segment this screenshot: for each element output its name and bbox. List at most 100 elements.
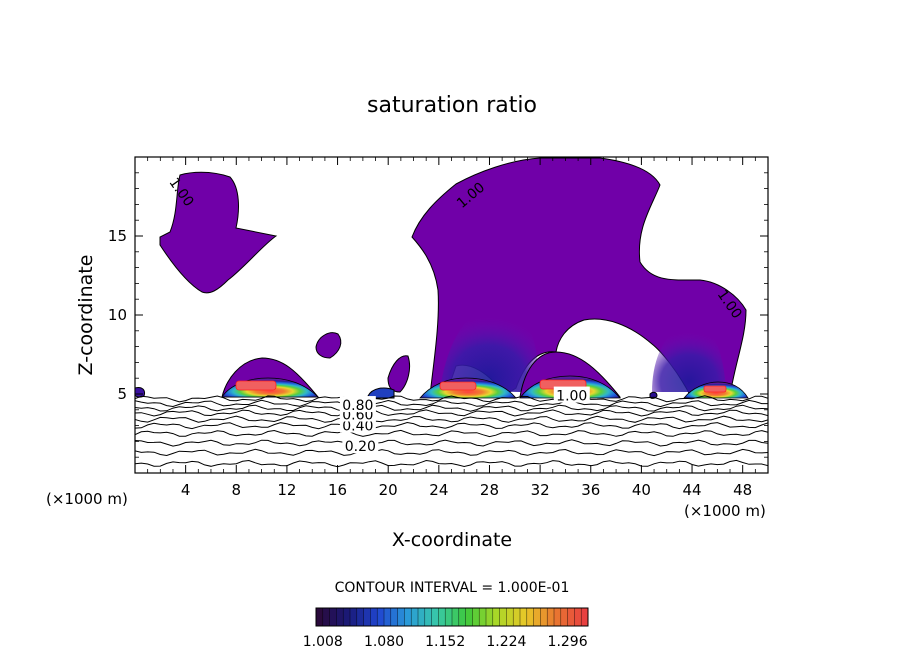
colorbar-swatch: [438, 608, 446, 626]
colorbar-swatch: [513, 608, 521, 626]
colorbar-swatch: [472, 608, 480, 626]
colorbar-swatch: [363, 608, 371, 626]
x-tick-label: 24: [429, 481, 448, 499]
convective-cells: [221, 351, 749, 399]
colorbar-swatch: [418, 608, 426, 626]
colorbar-swatch: [316, 608, 324, 626]
x-tick-label: 8: [232, 481, 242, 499]
contour-label: 0.20: [345, 439, 376, 455]
contour-line: [135, 404, 768, 412]
x-tick-label: 44: [682, 481, 701, 499]
x-unit-right: (×1000 m): [684, 502, 766, 520]
cell-core: [703, 385, 727, 393]
colorbar-swatch: [336, 608, 344, 626]
colorbar-swatch: [384, 608, 392, 626]
x-unit-left: (×1000 m): [46, 490, 128, 508]
colorbar-swatch: [343, 608, 351, 626]
colorbar-swatch: [411, 608, 419, 626]
colorbar-swatch: [520, 608, 528, 626]
colorbar-swatch: [397, 608, 405, 626]
contour-line: [135, 395, 768, 403]
cell-core: [235, 380, 277, 391]
contour-label-bg: [339, 396, 376, 413]
colorbar-swatch: [540, 608, 548, 626]
colorbar-swatch: [390, 608, 399, 626]
colorbar-swatch: [506, 608, 514, 626]
contour-line: [135, 448, 768, 457]
colorbar-swatch: [560, 608, 569, 626]
x-axis-ticks: 4 8 12 16 20 24 28 32 36 40 44 48: [147, 157, 756, 499]
contour-line: [135, 421, 768, 430]
x-axis-label: X-coordinate: [392, 529, 512, 551]
colorbar-swatch: [458, 608, 467, 626]
y-axis-label: Z-coordinate: [75, 255, 97, 376]
colorbar-swatch: [350, 608, 358, 626]
contour-line: [135, 439, 768, 447]
x-tick-label: 16: [328, 481, 347, 499]
colorbar-tick-label: 1.224: [486, 634, 526, 650]
colorbar-swatch: [526, 608, 535, 626]
colorbar-tick-label: 1.152: [425, 634, 465, 650]
x-tick-label: 48: [733, 481, 752, 499]
contour-line: [135, 459, 768, 468]
y-tick-label: 15: [108, 227, 127, 245]
colorbar-tick-label: 1.296: [548, 634, 588, 650]
cloud-small-a: [315, 332, 342, 359]
colorbar-swatch: [431, 608, 439, 626]
cell-core: [439, 381, 477, 391]
colorbar-swatch: [329, 608, 337, 626]
colorbar-swatch: [370, 608, 378, 626]
contour-label-bg: [342, 437, 379, 454]
cloud-tiny-left: [135, 387, 145, 398]
contour-interval-caption: CONTOUR INTERVAL = 1.000E-01: [335, 580, 570, 596]
cloud-inner-haze: [440, 304, 537, 392]
colorbar-tick-label: 1.080: [364, 634, 404, 650]
contour-line: [135, 429, 768, 438]
x-tick-label: 4: [181, 481, 191, 499]
cloud-inner-haze: [652, 322, 726, 392]
colorbar-swatch: [424, 608, 433, 626]
colorbar-swatch: [499, 608, 507, 626]
contour-label: 0.80: [342, 398, 373, 414]
colorbar-tick-labels: 1.008 1.080 1.152 1.224 1.296: [303, 634, 588, 650]
plot-area: 0.200.400.600.801.00 1.001.001.00: [135, 157, 768, 468]
y-axis-ticks: 5 10 15: [108, 172, 768, 458]
colorbar: [315, 607, 589, 627]
chart-title: saturation ratio: [367, 93, 537, 118]
colorbar-swatch: [452, 608, 460, 626]
colorbar-swatch: [533, 608, 541, 626]
colorbar-swatch: [479, 608, 487, 626]
y-tick-label: 5: [117, 385, 127, 403]
colorbar-swatch: [492, 608, 501, 626]
colorbar-swatch: [322, 608, 331, 626]
contour-line: [135, 415, 768, 423]
colorbar-swatch: [547, 608, 555, 626]
colorbar-swatch: [486, 608, 494, 626]
contour-labels: 0.200.400.600.801.00 1.001.001.00: [166, 175, 745, 455]
colorbar-swatch: [574, 608, 582, 626]
x-tick-label: 40: [632, 481, 651, 499]
colorbar-swatch: [581, 608, 589, 626]
contour-label-bg: [553, 386, 590, 403]
colorbar-swatch: [377, 608, 385, 626]
colorbar-swatch: [567, 608, 575, 626]
contour-label: 1.00: [556, 389, 587, 405]
colorbar-frame: [315, 607, 589, 627]
y-tick-label: 10: [108, 306, 127, 324]
contour-line: [135, 409, 768, 417]
x-tick-label: 20: [379, 481, 398, 499]
contour-line: [135, 399, 768, 408]
contour-label: 0.40: [342, 419, 373, 435]
x-tick-label: 12: [277, 481, 296, 499]
x-tick-label: 32: [531, 481, 550, 499]
colorbar-swatch: [404, 608, 412, 626]
cloud-regions: [135, 157, 747, 399]
colorbar-swatch: [356, 608, 365, 626]
colorbar-tick-label: 1.008: [303, 634, 343, 650]
x-tick-label: 28: [480, 481, 499, 499]
colorbar-swatch: [445, 608, 453, 626]
x-tick-label: 36: [581, 481, 600, 499]
cloud-anvil-left: [159, 171, 278, 294]
contour-lines: [135, 395, 768, 468]
